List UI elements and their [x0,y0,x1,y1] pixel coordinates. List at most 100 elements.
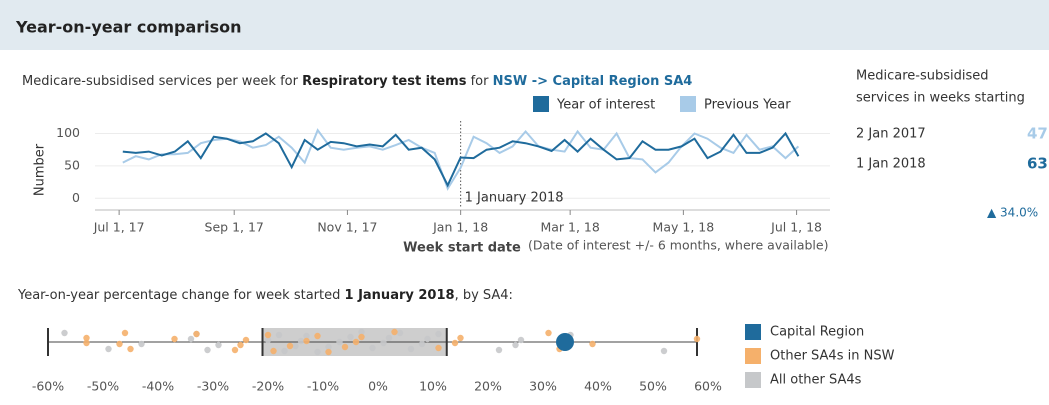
point [347,333,354,341]
point [457,334,464,342]
summary-label: 1 Jan 2018 [856,157,926,172]
header-bar [0,0,1049,50]
point [242,336,250,344]
summary-title: services in weeks starting [856,91,1025,106]
title-part: for [466,74,492,89]
y-tick-label: 100 [56,125,80,140]
point [231,346,239,354]
point [396,329,404,337]
x-tick-label: 20% [474,379,502,394]
point [380,339,387,347]
x-tick-label: May 1, 18 [653,220,715,235]
title-part: NSW -> Capital Region SA4 [493,74,693,89]
series-line [122,131,800,188]
chart-title: Medicare-subsidised services per week fo… [22,74,692,89]
point [204,346,211,354]
point [385,334,393,342]
point [693,335,701,343]
x-tick-label: Mar 1, 18 [540,220,599,235]
point [556,333,574,351]
title-part: Respiratory test items [302,74,467,89]
x-tick-label: Jul 1, 18 [770,220,822,235]
point [264,331,272,339]
point [264,336,272,344]
x-tick-label: Nov 1, 17 [317,220,377,235]
point [237,341,244,349]
legend-label: Capital Region [770,325,864,340]
point [303,337,310,345]
y-tick-label: 50 [64,157,80,172]
x-tick-label: -30% [197,379,229,394]
x-tick-label: -60% [32,379,64,394]
point [297,337,305,345]
point [451,339,459,347]
point [116,340,123,348]
x-tick-label: 50% [639,379,667,394]
summary-title: Medicare-subsidised [856,69,988,84]
x-tick-label: Sep 1, 17 [205,220,264,235]
point [352,338,360,346]
x-tick-label: -40% [142,379,174,394]
x-tick-label: 40% [584,379,612,394]
point [127,345,134,353]
point [358,333,365,341]
point [424,335,431,343]
point [83,339,90,347]
point [325,343,332,351]
x-tick-label: Jan 1, 18 [432,220,488,235]
point [286,342,294,350]
point [407,345,415,353]
point [61,329,68,337]
x-axis-label: Week start date [403,241,521,256]
point [589,340,596,348]
legend-swatch [745,348,761,364]
legend-label: All other SA4s [770,373,862,388]
title-part: Year-on-year percentage change for week … [17,288,345,303]
point [418,340,426,348]
point [171,335,178,343]
point [545,329,552,337]
point [275,331,283,339]
point [138,340,145,348]
point [187,335,195,343]
point [281,347,288,355]
point [303,332,310,340]
y-tick-label: 0 [72,190,80,205]
point [325,348,332,356]
legend-swatch [745,372,761,388]
point [193,330,200,338]
point [83,334,90,342]
summary-change: ▲ 34.0% [987,206,1038,220]
chart-title: Year-on-year percentage change for week … [17,288,513,303]
point [517,336,525,344]
point [660,347,668,355]
point [121,329,129,337]
point [358,328,365,336]
x-axis-note: (Date of interest +/- 6 months, where av… [528,238,828,253]
point [314,332,321,340]
title-part: Medicare-subsidised services per week fo… [22,74,302,89]
x-tick-label: 10% [419,379,447,394]
point [341,343,349,351]
legend-label: Year of interest [556,98,655,113]
x-tick-label: Jul 1, 17 [93,220,145,235]
legend-label: Previous Year [704,98,791,113]
title-part: , by SA4: [455,288,513,303]
point [314,348,321,356]
point [369,344,376,352]
point [391,328,398,336]
x-tick-label: 0% [368,379,388,394]
point [336,338,343,346]
summary-label: 2 Jan 2017 [856,127,926,142]
point [292,342,299,350]
annotation-label: 1 January 2018 [465,191,564,206]
header-title: Year-on-year comparison [15,18,242,37]
legend-label: Other SA4s in NSW [770,349,895,364]
point [435,330,442,338]
x-tick-label: 30% [529,379,557,394]
series-line [122,128,800,191]
legend-swatch [745,324,761,340]
point [215,341,222,349]
point [270,347,277,355]
